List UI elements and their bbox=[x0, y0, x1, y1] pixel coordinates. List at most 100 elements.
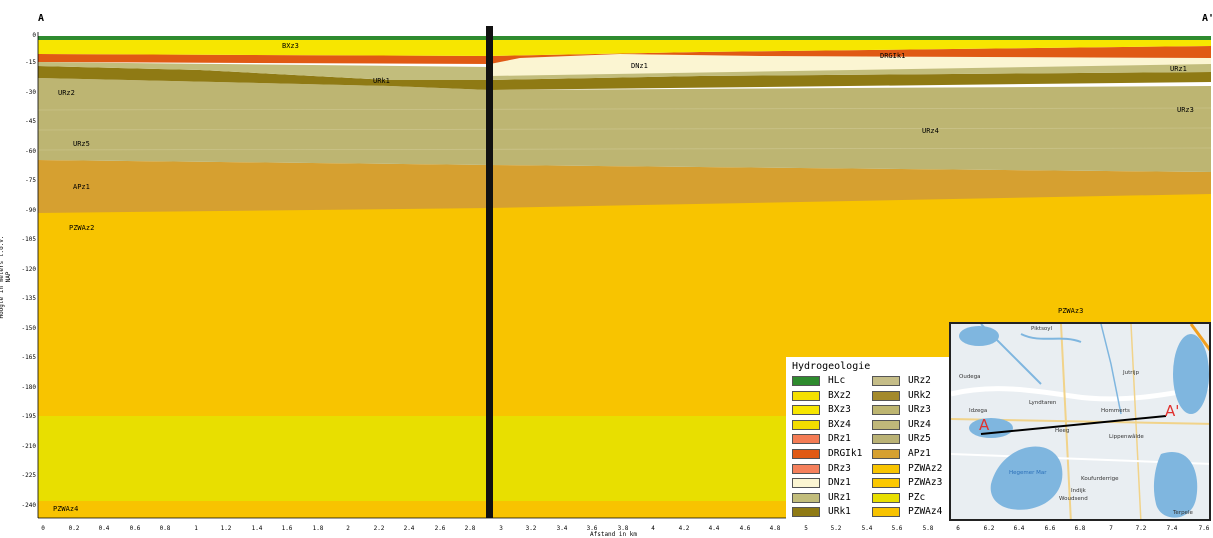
x-tick-label: 5 bbox=[804, 525, 808, 532]
x-tick-label: 2.6 bbox=[434, 525, 446, 532]
place-label: Oudega bbox=[959, 374, 981, 380]
x-tick-label: 1.8 bbox=[312, 525, 324, 532]
legend-swatch bbox=[872, 507, 900, 518]
legend-swatch bbox=[792, 449, 820, 459]
y-tick-label: -225 bbox=[21, 472, 36, 479]
legend-swatch bbox=[792, 390, 820, 401]
section-start-label: A bbox=[38, 13, 45, 24]
y-tick-label: -165 bbox=[21, 354, 36, 361]
x-tick-label: 1.4 bbox=[251, 525, 263, 532]
place-label: Piktsoyl bbox=[1031, 326, 1053, 332]
layer-apz1 bbox=[38, 160, 1211, 213]
x-tick-label: 0 bbox=[41, 525, 45, 532]
y-tick-label: 0 bbox=[32, 32, 36, 39]
x-tick-label: 7.4 bbox=[1166, 525, 1178, 532]
x-tick-label: 0.8 bbox=[159, 525, 171, 532]
x-tick-label: 2.4 bbox=[403, 525, 415, 532]
legend-swatch bbox=[872, 478, 900, 489]
layer-hlc bbox=[38, 36, 1211, 40]
unit-label-dnz1: DNz1 bbox=[631, 62, 648, 70]
legend-label: URk1 bbox=[828, 506, 851, 518]
legend-swatch bbox=[792, 434, 820, 445]
y-tick-label: -45 bbox=[25, 118, 36, 125]
x-tick-label: 5.2 bbox=[830, 525, 842, 532]
legend-swatch bbox=[792, 376, 820, 386]
y-tick-label: -105 bbox=[21, 236, 36, 243]
legend-swatch bbox=[792, 492, 820, 503]
legend-swatch bbox=[792, 463, 820, 474]
lake-shape bbox=[969, 418, 1013, 438]
legend-swatch bbox=[872, 419, 900, 430]
x-tick-label: 2.2 bbox=[373, 525, 385, 532]
place-label: Hegemer Mar bbox=[1009, 470, 1047, 476]
y-tick-label: -240 bbox=[21, 502, 36, 509]
x-tick-label: 0.2 bbox=[68, 525, 80, 532]
legend-swatch bbox=[792, 419, 820, 430]
place-label: Jutrijp bbox=[1123, 370, 1140, 376]
x-tick-label: 5.8 bbox=[922, 525, 934, 532]
layer-urz4 bbox=[38, 78, 1211, 172]
legend-label: BXz3 bbox=[828, 404, 851, 416]
legend-label: PZc bbox=[908, 491, 926, 503]
legend-label: PZWAz3 bbox=[908, 477, 943, 489]
unit-label-pzwaz4: PZWAz4 bbox=[53, 505, 79, 513]
x-tick-label: 7.6 bbox=[1198, 525, 1210, 532]
x-tick-label: 5.6 bbox=[891, 525, 903, 532]
unit-label-pzwaz3: PZWAz3 bbox=[1058, 307, 1084, 315]
legend-label: DRz3 bbox=[828, 462, 851, 474]
y-tick-label: -150 bbox=[21, 325, 36, 332]
legend-label: URz1 bbox=[828, 491, 851, 503]
unit-label-pzwaz2: PZWAz2 bbox=[69, 224, 95, 232]
x-tick-label: 3.4 bbox=[556, 525, 568, 532]
inset-map: Piktsoyl Oudega Jutrijp Idzega Lyndtaren… bbox=[949, 322, 1211, 521]
legend-label: PZWAz2 bbox=[908, 462, 943, 474]
legend-swatch bbox=[792, 405, 820, 416]
y-tick-label: -210 bbox=[21, 443, 36, 450]
lake-shape bbox=[959, 326, 999, 346]
place-label: Heeg bbox=[1055, 428, 1070, 434]
x-tick-label: 6.2 bbox=[983, 525, 995, 532]
map-marker-end: A' bbox=[1165, 402, 1180, 420]
legend-swatch bbox=[872, 405, 900, 416]
x-tick-label: 1.6 bbox=[281, 525, 293, 532]
intersection-line bbox=[486, 26, 493, 518]
y-tick-label: -120 bbox=[21, 266, 36, 273]
place-label: Lippenwâlde bbox=[1109, 434, 1144, 440]
unit-label-urz3: URz3 bbox=[1177, 106, 1194, 114]
y-tick-label: -90 bbox=[25, 207, 36, 214]
unit-label-drgik1: DRGIk1 bbox=[880, 52, 906, 60]
legend-swatch bbox=[872, 434, 900, 445]
unit-label-bxz3: BXz3 bbox=[282, 42, 299, 50]
x-tick-label: 3.2 bbox=[525, 525, 537, 532]
x-tick-label: 4.8 bbox=[769, 525, 781, 532]
unit-label-urz1: URz1 bbox=[1170, 65, 1187, 73]
y-tick-label: -30 bbox=[25, 89, 36, 96]
legend-label: DNz1 bbox=[828, 477, 851, 489]
legend-label: URz3 bbox=[908, 404, 931, 416]
x-tick-label: 3.6 bbox=[586, 525, 598, 532]
place-label: Lyndtaren bbox=[1029, 400, 1057, 406]
layer-boundary bbox=[37, 127, 1212, 131]
section-line bbox=[980, 415, 1167, 435]
x-tick-label: 0.4 bbox=[98, 525, 110, 532]
place-label: Idzega bbox=[969, 408, 988, 414]
y-tick-label: -75 bbox=[25, 177, 36, 184]
map-marker-start: A bbox=[979, 416, 990, 434]
x-tick-label: 6 bbox=[956, 525, 960, 532]
legend-swatch bbox=[872, 463, 900, 474]
x-tick-label: 3 bbox=[499, 525, 503, 532]
place-label: Koufurderrige bbox=[1081, 476, 1119, 482]
x-tick-label: 1 bbox=[194, 525, 198, 532]
legend-swatch bbox=[792, 507, 820, 518]
lake-shape bbox=[1173, 334, 1209, 414]
x-tick-label: 0.6 bbox=[129, 525, 141, 532]
legend-label: HLc bbox=[828, 375, 846, 386]
x-axis-label: Afstand in km bbox=[590, 531, 637, 538]
legend-title: Hydrogeologie bbox=[792, 361, 871, 372]
x-tick-label: 7.2 bbox=[1135, 525, 1147, 532]
legend-label: URk2 bbox=[908, 389, 931, 401]
place-label: Indijk bbox=[1071, 488, 1086, 494]
legend-label: URz4 bbox=[908, 418, 931, 430]
y-tick-label: -195 bbox=[21, 413, 36, 420]
layer-drgik1 bbox=[38, 46, 1211, 64]
